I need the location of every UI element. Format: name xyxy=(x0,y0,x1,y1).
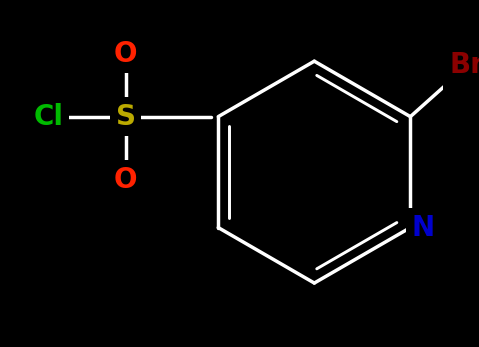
Text: N: N xyxy=(412,214,435,242)
Text: Cl: Cl xyxy=(33,103,63,131)
Text: O: O xyxy=(114,40,137,68)
Text: O: O xyxy=(114,166,137,194)
Text: Br: Br xyxy=(449,51,479,79)
Text: S: S xyxy=(116,103,136,131)
